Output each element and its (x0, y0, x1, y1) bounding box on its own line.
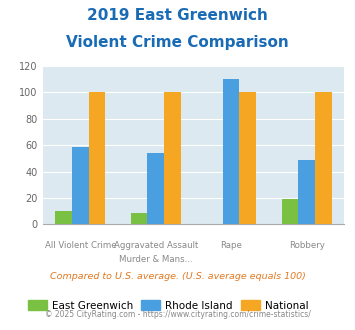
Text: © 2025 CityRating.com - https://www.cityrating.com/crime-statistics/: © 2025 CityRating.com - https://www.city… (45, 310, 310, 319)
Bar (72, 147, 89, 224)
Text: Robbery: Robbery (289, 241, 324, 250)
Text: Compared to U.S. average. (U.S. average equals 100): Compared to U.S. average. (U.S. average … (50, 272, 305, 281)
Bar (131, 213, 147, 224)
Bar (282, 199, 298, 224)
Legend: East Greenwich, Rhode Island, National: East Greenwich, Rhode Island, National (24, 296, 313, 315)
Bar (89, 92, 105, 224)
Text: Rape: Rape (220, 241, 242, 250)
Text: All Violent Crime: All Violent Crime (44, 241, 116, 250)
Bar (55, 211, 72, 224)
Bar (298, 160, 315, 224)
Bar (315, 92, 332, 224)
Bar (147, 153, 164, 224)
Text: Murder & Mans...: Murder & Mans... (119, 255, 192, 264)
Text: 2019 East Greenwich: 2019 East Greenwich (87, 8, 268, 23)
Bar (223, 79, 240, 224)
Text: Aggravated Assault: Aggravated Assault (114, 241, 198, 250)
Text: Violent Crime Comparison: Violent Crime Comparison (66, 35, 289, 50)
Bar (240, 92, 256, 224)
Bar (164, 92, 181, 224)
